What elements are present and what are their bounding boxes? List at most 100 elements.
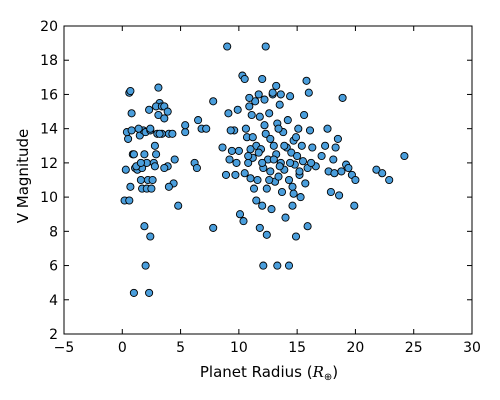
data-point-81 [240, 218, 247, 225]
data-point-120 [285, 176, 292, 183]
y-tick-label: 10 [40, 190, 58, 206]
data-point-95 [256, 113, 263, 120]
data-point-151 [253, 197, 260, 204]
data-point-103 [266, 110, 273, 117]
data-point-112 [276, 101, 283, 108]
data-point-50 [182, 122, 189, 129]
data-point-93 [254, 176, 261, 183]
data-point-64 [195, 117, 202, 124]
data-point-186 [255, 149, 262, 156]
data-point-99 [261, 96, 268, 103]
data-point-189 [266, 176, 273, 183]
data-point-68 [210, 224, 217, 231]
data-point-194 [275, 125, 282, 132]
data-point-105 [268, 206, 275, 213]
data-point-139 [309, 144, 316, 151]
data-point-1 [126, 197, 133, 204]
data-point-19 [141, 223, 148, 230]
data-point-132 [299, 158, 306, 165]
data-point-71 [224, 43, 231, 50]
data-point-157 [324, 125, 331, 132]
data-point-76 [232, 171, 239, 178]
data-point-155 [318, 152, 325, 159]
data-point-167 [345, 164, 352, 171]
data-point-59 [147, 125, 154, 132]
data-point-53 [146, 289, 153, 296]
data-point-182 [259, 159, 266, 166]
data-point-144 [259, 75, 266, 82]
data-point-5 [127, 87, 134, 94]
data-point-146 [263, 231, 270, 238]
data-point-135 [303, 77, 310, 84]
data-point-26 [148, 185, 155, 192]
y-tick-label: 18 [40, 53, 58, 69]
data-point-18 [141, 151, 148, 158]
data-point-38 [156, 130, 163, 137]
y-tick-label: 8 [49, 224, 58, 240]
data-point-61 [137, 159, 144, 166]
data-point-193 [292, 134, 299, 141]
x-axis-label-close: ) [332, 363, 338, 381]
y-tick-label: 4 [49, 293, 58, 309]
data-point-174 [386, 176, 393, 183]
data-point-86 [246, 103, 253, 110]
data-point-179 [267, 135, 274, 142]
y-tick-label: 12 [40, 156, 58, 172]
data-point-63 [193, 164, 200, 171]
data-point-145 [256, 224, 263, 231]
data-point-150 [246, 94, 253, 101]
data-point-83 [242, 125, 249, 132]
y-axis-label: V Magnitude [14, 129, 32, 224]
x-axis-label-symbol: R [312, 363, 324, 381]
data-point-176 [308, 159, 315, 166]
data-point-156 [322, 142, 329, 149]
data-point-107 [270, 142, 277, 149]
y-tick-label: 6 [49, 259, 58, 275]
data-point-72 [225, 110, 232, 117]
data-point-10 [128, 127, 135, 134]
data-point-137 [305, 89, 312, 96]
data-point-54 [130, 289, 137, 296]
data-point-47 [171, 156, 178, 163]
data-point-140 [260, 262, 267, 269]
data-point-8 [130, 151, 137, 158]
data-point-94 [255, 91, 262, 98]
data-point-165 [339, 94, 346, 101]
data-point-101 [263, 185, 270, 192]
data-point-169 [351, 202, 358, 209]
data-point-42 [169, 130, 176, 137]
x-tick-label: 15 [288, 340, 306, 356]
data-point-148 [269, 89, 276, 96]
data-point-87 [247, 175, 254, 182]
x-axis-label-text: Planet Radius ( [200, 363, 313, 381]
data-point-51 [147, 233, 154, 240]
data-point-134 [302, 180, 309, 187]
data-point-45 [161, 164, 168, 171]
data-point-14 [137, 176, 144, 183]
x-tick-label: 25 [405, 340, 423, 356]
data-point-2 [125, 135, 132, 142]
data-point-55 [155, 84, 162, 91]
data-point-6 [128, 110, 135, 117]
data-point-79 [236, 211, 243, 218]
data-point-141 [274, 262, 281, 269]
data-point-128 [295, 125, 302, 132]
data-point-90 [250, 185, 257, 192]
data-point-77 [234, 106, 241, 113]
data-point-114 [278, 188, 285, 195]
data-point-39 [161, 115, 168, 122]
data-point-161 [332, 144, 339, 151]
data-point-181 [241, 170, 248, 177]
data-point-131 [298, 142, 305, 149]
data-point-9 [127, 183, 134, 190]
data-point-67 [210, 98, 217, 105]
data-point-121 [287, 93, 294, 100]
data-point-73 [226, 156, 233, 163]
data-point-119 [284, 117, 291, 124]
data-point-126 [292, 233, 299, 240]
data-point-117 [282, 214, 289, 221]
y-tick-label: 20 [40, 19, 58, 35]
x-tick-label: 20 [347, 340, 365, 356]
data-point-177 [304, 223, 311, 230]
